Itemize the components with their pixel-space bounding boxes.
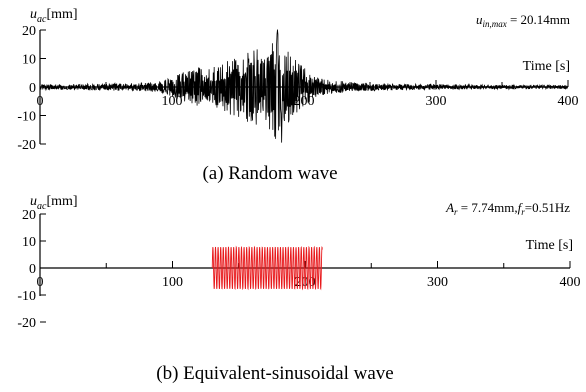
y-tick-label: 10	[22, 235, 36, 250]
y-tick-label: -10	[17, 289, 36, 304]
y-tick-label: -20	[17, 138, 36, 153]
y-tick-label: 20	[22, 24, 36, 39]
amplitude-frequency-annotation: Ar = 7.74mm,fr=0.51Hz	[445, 200, 570, 217]
annotation-text: uin,max = 20.14mm	[476, 12, 570, 29]
annotation-sub: in,max	[482, 19, 506, 29]
waveform-line	[39, 29, 568, 143]
series-random-wave	[39, 29, 568, 143]
annotation-part: =0.51Hz	[525, 200, 570, 215]
x-tick-label: 100	[162, 275, 183, 290]
y-label-var: u	[30, 194, 37, 209]
y-axis-label: uac[mm]	[30, 194, 78, 212]
annotation-part: r	[454, 207, 458, 217]
y-axis-label-text: uac[mm]	[30, 194, 78, 212]
y-label-sub: ac	[37, 14, 47, 25]
caption-a: (a) Random wave	[202, 163, 337, 184]
x-axis-label: Time [s]	[526, 238, 573, 253]
y-label-var: u	[30, 7, 37, 22]
y-label-unit: [mm]	[46, 194, 77, 209]
sinusoid-line	[211, 245, 323, 291]
y-tick-label: 10	[22, 53, 36, 68]
x-tick-label: 300	[426, 94, 447, 109]
annotation-var: u	[476, 12, 483, 27]
x-tick-label: 400	[560, 275, 581, 290]
annotation-text: Ar = 7.74mm,fr=0.51Hz	[445, 200, 570, 217]
annotation-part: A	[445, 200, 454, 215]
annotation-part: = 7.74mm,	[458, 200, 518, 215]
caption-b: (b) Equivalent-sinusoidal wave	[156, 363, 393, 384]
max-amplitude-annotation: uin,max = 20.14mm	[476, 12, 570, 29]
series-sinusoidal-wave	[211, 245, 323, 291]
x-axis-label: Time [s]	[523, 59, 570, 74]
x-tick-label: 100	[162, 94, 183, 109]
annotation-value: = 20.14mm	[507, 12, 570, 27]
x-tick-label: 300	[427, 275, 448, 290]
y-tick-label: -10	[17, 110, 36, 125]
annotation-part: f	[518, 200, 524, 215]
x-tick-label: 0	[37, 94, 44, 109]
x-tick-label: 0	[37, 275, 44, 290]
y-tick-label: 0	[29, 262, 36, 277]
y-axis-label-text: uac[mm]	[30, 7, 78, 25]
annotation-part: r	[521, 207, 525, 217]
x-tick-label: 400	[558, 94, 579, 109]
y-label-sub: ac	[37, 201, 47, 212]
chart-equivalent-sinusoidal-wave: uac[mm] Ar = 7.74mm,fr=0.51Hz -20-100102…	[17, 194, 580, 384]
y-tick-label: 20	[22, 208, 36, 223]
y-tick-label: 0	[29, 81, 36, 96]
y-axis-label: uac[mm]	[30, 7, 78, 25]
y-tick-label: -20	[17, 316, 36, 331]
y-label-unit: [mm]	[46, 7, 77, 22]
x-axis: 0 100 200 300 400	[37, 261, 581, 290]
